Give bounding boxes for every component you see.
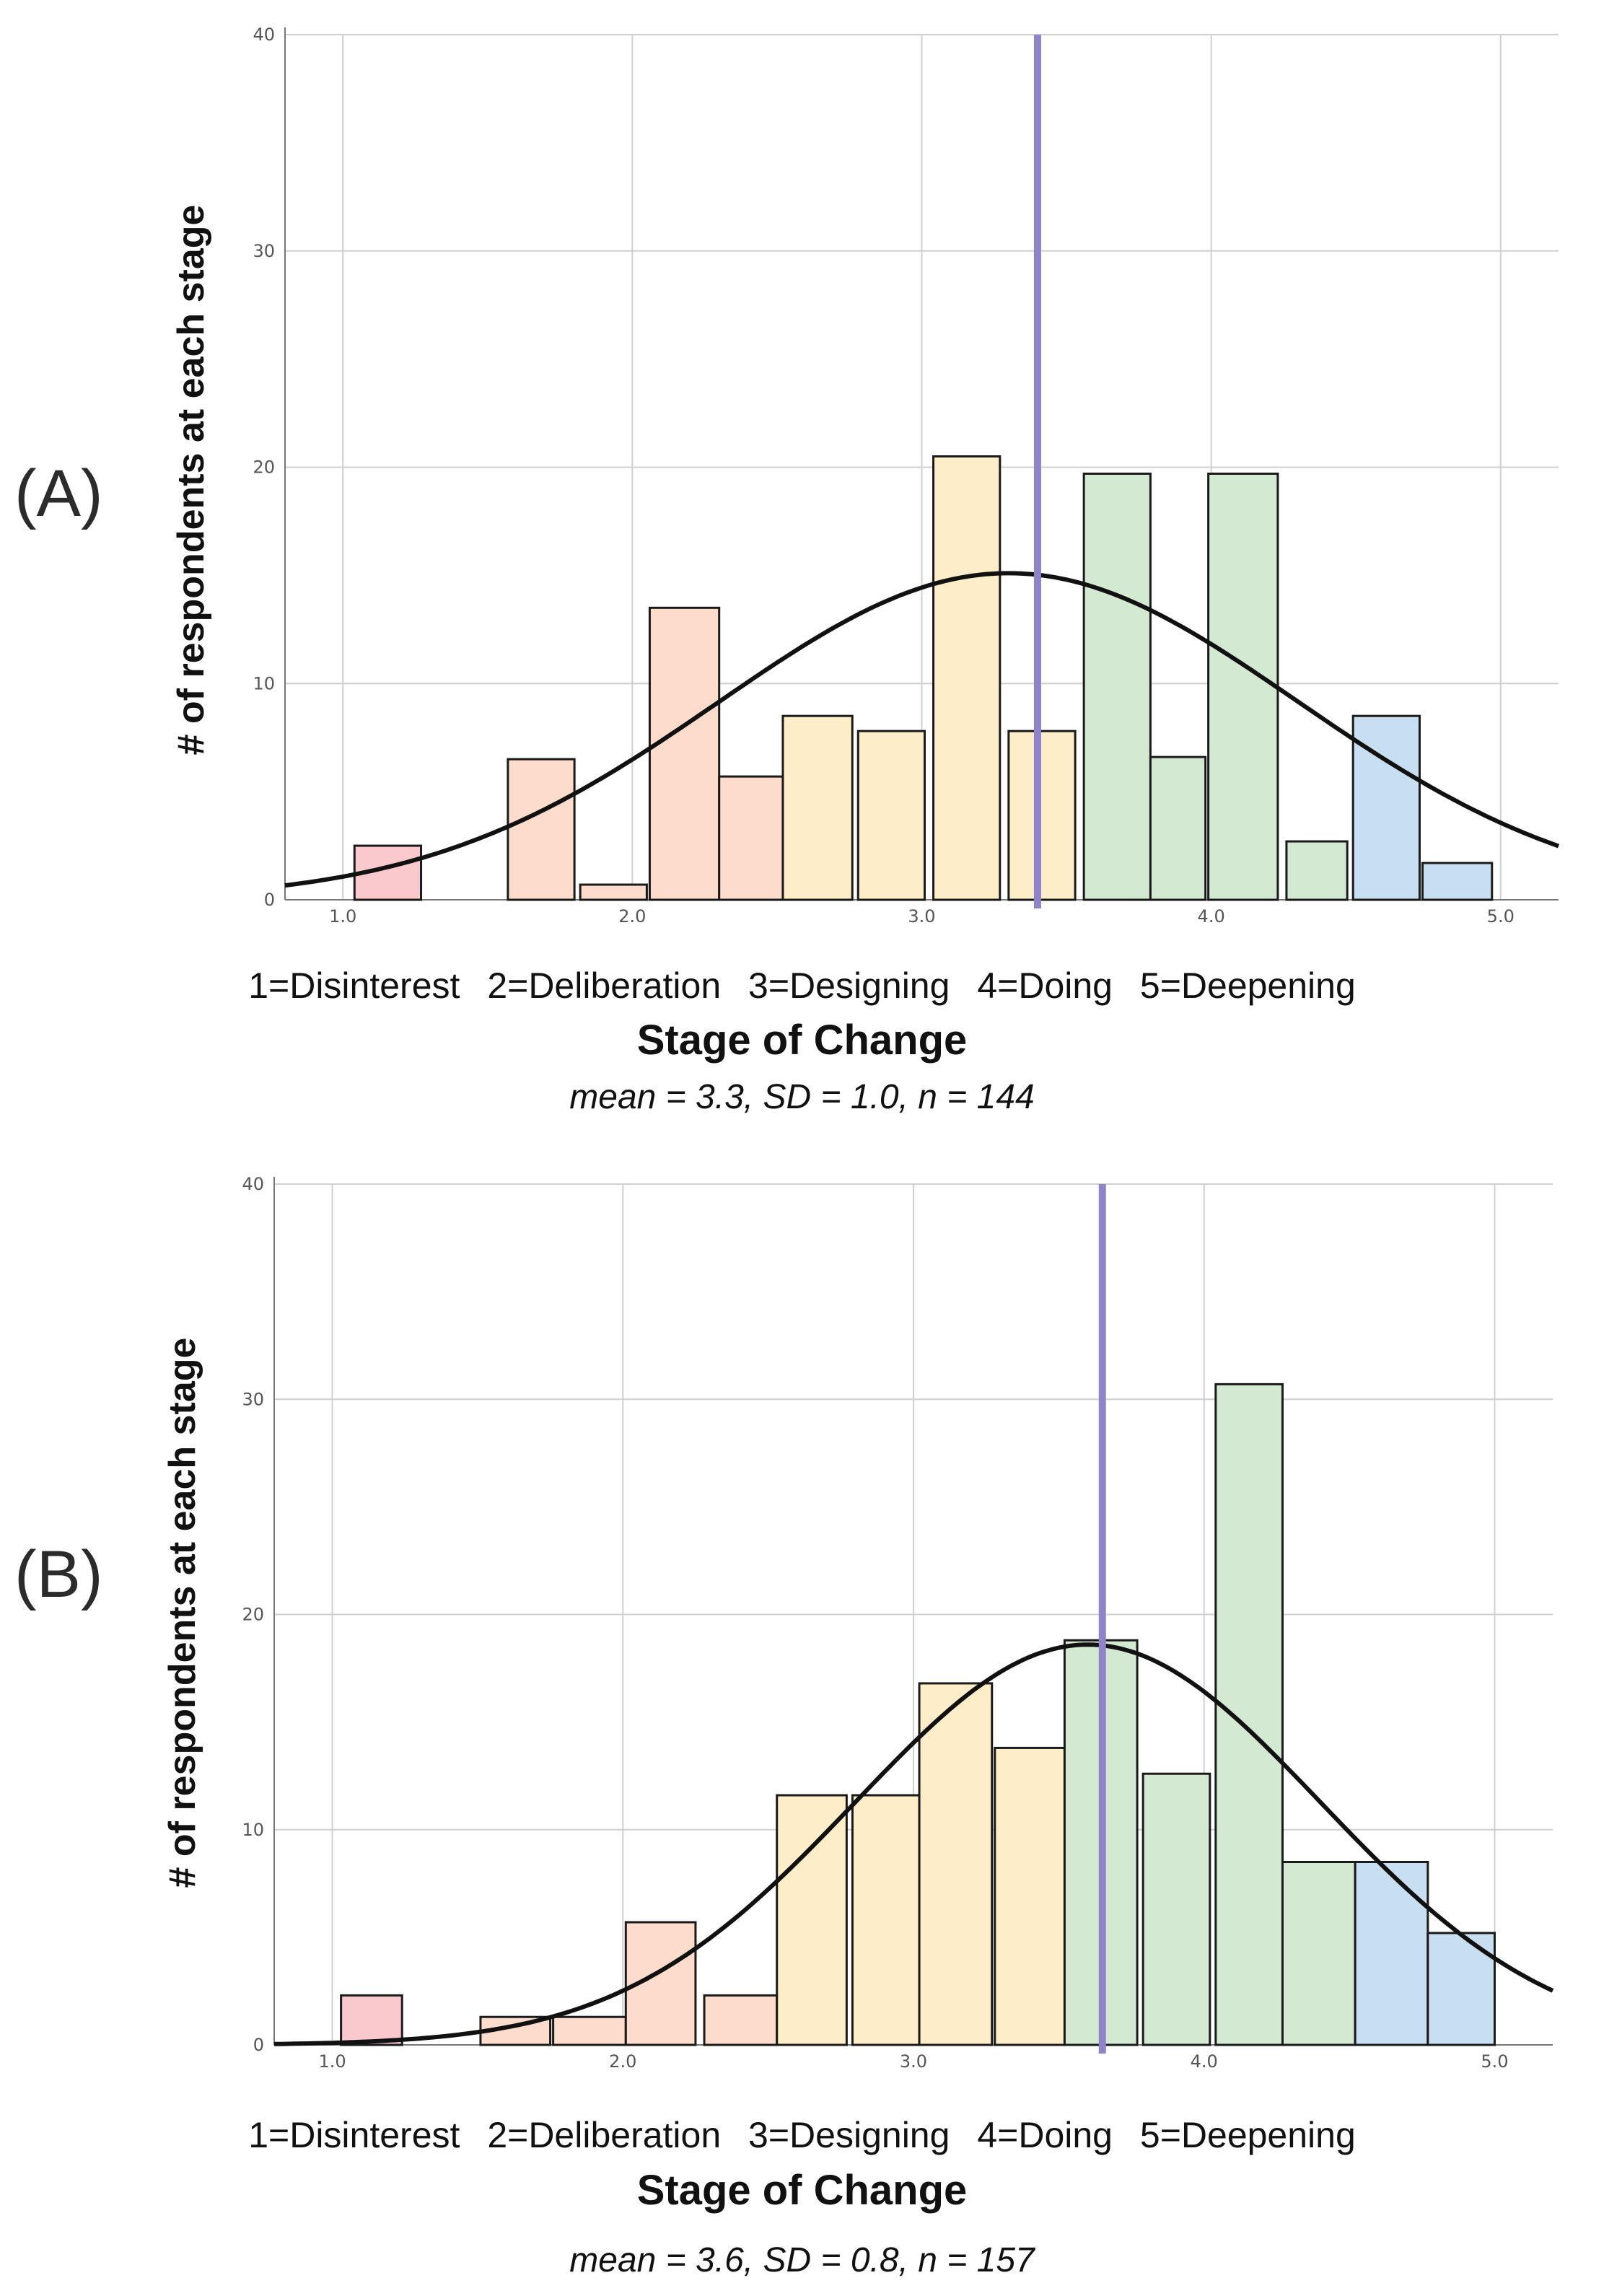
stage-label-disinterest: 1=Disinterest xyxy=(248,2115,460,2155)
panel-label: (A) xyxy=(14,457,103,530)
histogram-bar xyxy=(718,775,784,901)
histogram-bar xyxy=(340,1994,403,2046)
histogram-bar xyxy=(781,714,854,901)
histogram-bar xyxy=(851,1794,921,2046)
histogram-bar xyxy=(1141,1772,1211,2046)
y-tick-label: 10 xyxy=(253,673,275,693)
histogram-bar xyxy=(507,758,576,901)
stage-label-deliberation: 2=Deliberation xyxy=(487,2115,722,2155)
stage-label-deepening: 5=Deepening xyxy=(1139,2115,1356,2155)
stage-label-doing: 4=Doing xyxy=(977,965,1113,1006)
summary-stats: mean = 3.6, SD = 0.8, n = 157 xyxy=(569,2241,1035,2279)
y-tick-label: 30 xyxy=(242,1389,264,1409)
y-tick-label: 20 xyxy=(242,1605,264,1625)
histogram-bar xyxy=(1281,1860,1357,2046)
x-tick-label: 3.0 xyxy=(900,2051,927,2072)
histogram-bar xyxy=(1354,1860,1429,2046)
histogram-b: 0 10 20 30 40 1.0 2.0 3.0 4.0 5.0 xyxy=(242,1174,1554,2072)
x-axis-label: Stage of Change xyxy=(636,1017,968,1064)
histogram-bar xyxy=(776,1794,848,2046)
stage-label-designing: 3=Designing xyxy=(748,2115,950,2155)
y-tick-label: 0 xyxy=(264,890,275,910)
x-tick-label: 2.0 xyxy=(609,2051,636,2072)
histogram-bar xyxy=(1421,862,1494,901)
x-tick-label: 1.0 xyxy=(329,906,356,926)
stage-legend: 1=Disinterest 2=Deliberation 3=Designing… xyxy=(0,2114,1604,2156)
normal-curve xyxy=(284,571,1560,888)
x-tick-label: 5.0 xyxy=(1481,2051,1508,2072)
x-axis-label: Stage of Change xyxy=(636,2167,968,2214)
panel-label: (B) xyxy=(14,1538,103,1611)
x-tick-label: 4.0 xyxy=(1198,906,1225,926)
histogram-a: 0 10 20 30 40 1.0 2.0 3.0 4.0 5.0 xyxy=(253,25,1560,926)
histogram-bar xyxy=(1285,840,1349,901)
histogram-bar xyxy=(648,606,721,901)
histogram-bar xyxy=(856,729,926,901)
histogram-bar xyxy=(703,1994,779,2046)
histogram-bar xyxy=(994,1746,1066,2046)
x-tick-label: 4.0 xyxy=(1191,2051,1218,2072)
x-tick-label: 2.0 xyxy=(618,906,646,926)
histogram-bar xyxy=(918,1682,994,2046)
normal-curve xyxy=(273,1642,1554,2046)
y-tick-label: 20 xyxy=(253,457,275,478)
stage-legend: 1=Disinterest 2=Deliberation 3=Designing… xyxy=(0,965,1604,1007)
y-axis-label: # of respondents at each stage xyxy=(170,204,212,755)
stage-label-deepening: 5=Deepening xyxy=(1139,965,1356,1006)
panel-a: 0 10 20 30 40 1.0 2.0 3.0 4.0 5.0 (A) # of respon… xyxy=(0,0,1604,1147)
stage-label-doing: 4=Doing xyxy=(977,2115,1113,2155)
y-tick-label: 40 xyxy=(253,25,275,45)
y-tick-label: 40 xyxy=(242,1174,264,1194)
stage-label-deliberation: 2=Deliberation xyxy=(487,965,722,1006)
y-axis-label: # of respondents at each stage xyxy=(162,1337,203,1888)
histogram-bar xyxy=(1007,729,1077,901)
summary-stats: mean = 3.3, SD = 1.0, n = 144 xyxy=(569,1078,1035,1116)
histogram-bar xyxy=(1149,755,1207,901)
x-tick-label: 3.0 xyxy=(908,906,935,926)
stage-label-designing: 3=Designing xyxy=(748,965,950,1006)
y-tick-label: 0 xyxy=(253,2035,264,2055)
y-tick-label: 10 xyxy=(242,1820,264,1840)
histogram-bar xyxy=(552,2015,627,2046)
histogram-bar xyxy=(1082,472,1152,901)
x-tick-label: 1.0 xyxy=(318,2051,346,2072)
histogram-bar xyxy=(932,455,1002,901)
y-tick-label: 30 xyxy=(253,241,275,261)
stage-label-disinterest: 1=Disinterest xyxy=(248,965,460,1006)
x-tick-label: 5.0 xyxy=(1487,906,1515,926)
histogram-bar xyxy=(579,883,648,901)
histogram-bar xyxy=(1207,472,1279,901)
histogram-bar xyxy=(1214,1383,1284,2046)
panel-b: 0 10 20 30 40 1.0 2.0 3.0 4.0 5.0 (B) # of respon… xyxy=(0,1147,1604,2296)
